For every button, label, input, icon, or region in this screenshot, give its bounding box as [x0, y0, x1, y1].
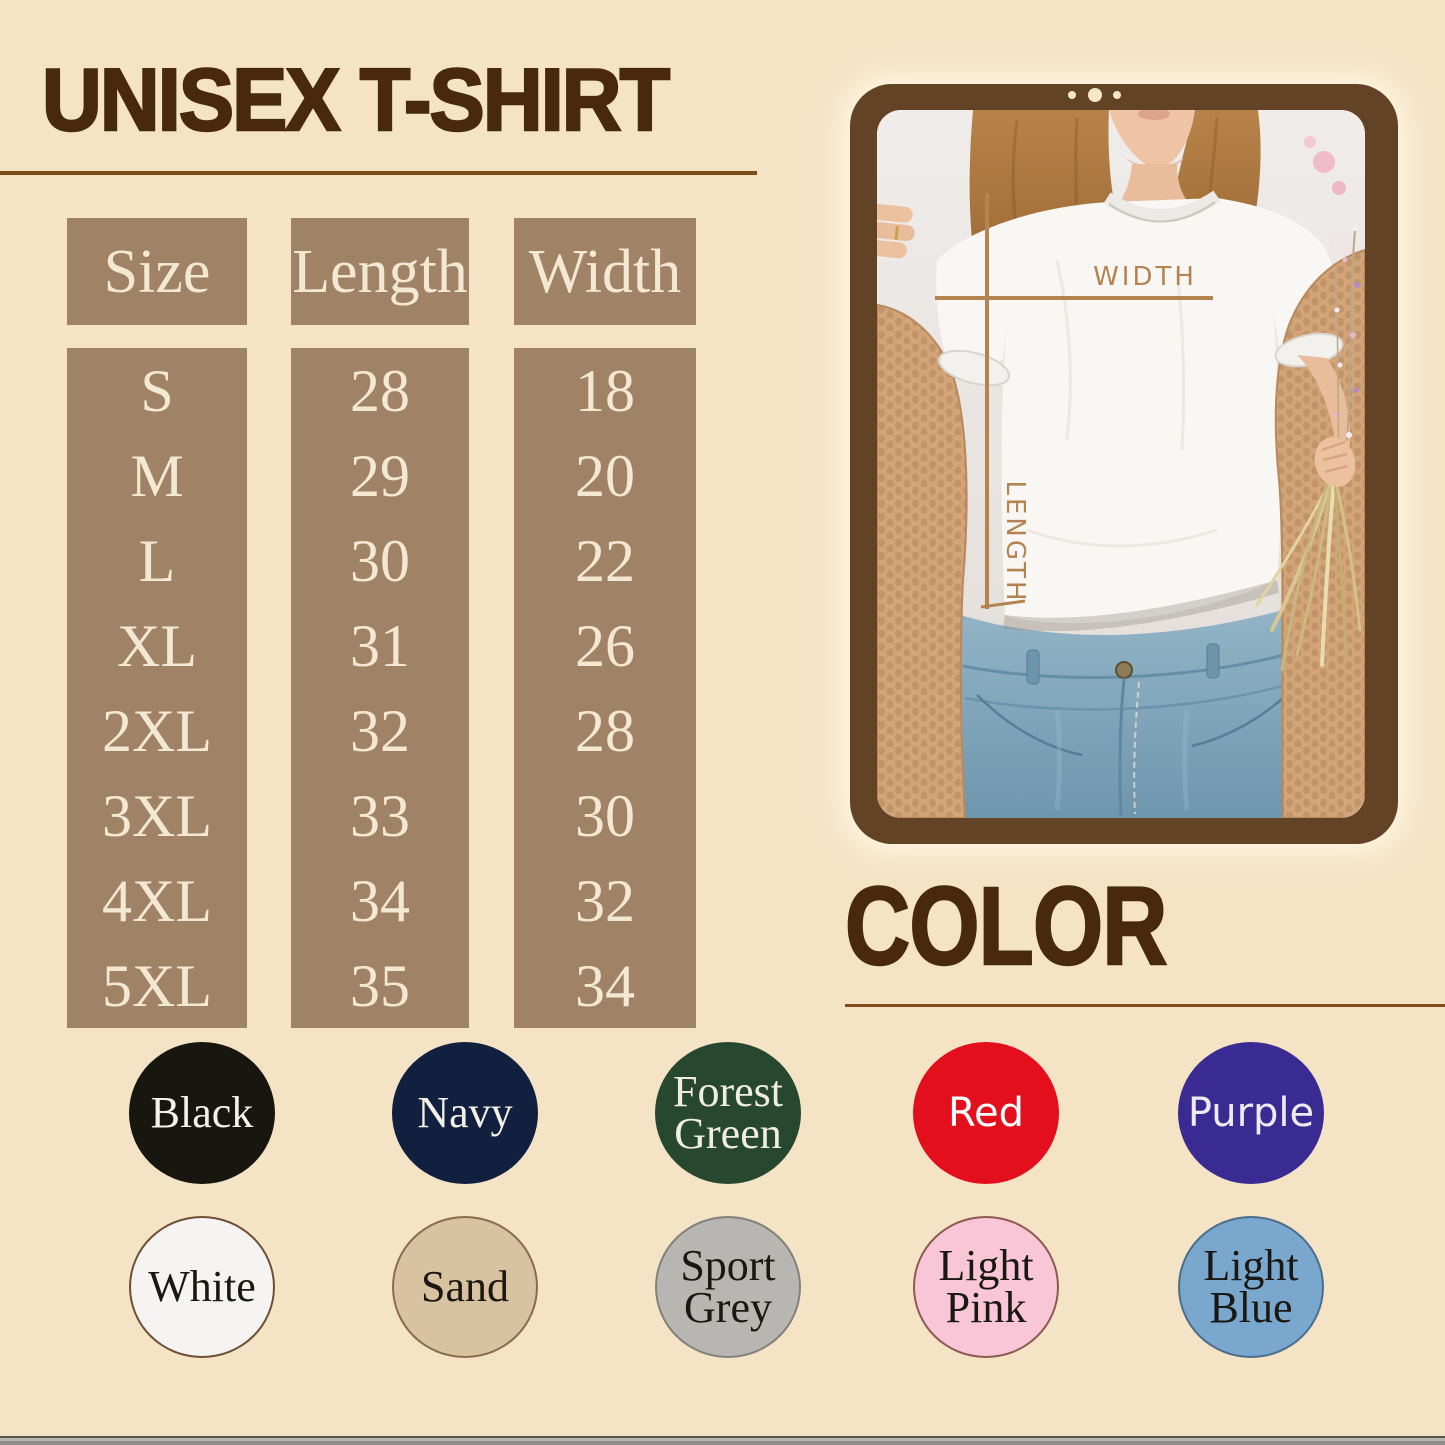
frame-dot-icon: [1068, 91, 1076, 99]
color-swatch-label: Forest Green: [673, 1067, 783, 1158]
frame-dot-icon: [1088, 88, 1102, 102]
page-title: UNISEX T-SHIRT: [41, 50, 672, 149]
size-cell: S: [140, 357, 174, 424]
model-hand: [877, 203, 915, 259]
width-column: 18 20 22 26 28 30 32 34: [514, 348, 696, 1028]
length-cell: 30: [350, 527, 410, 594]
color-swatch-label: Red: [948, 1090, 1024, 1136]
color-swatch-label: Sand: [421, 1262, 509, 1312]
length-cell: 33: [350, 782, 410, 849]
length-cell: 28: [350, 357, 410, 424]
face-and-neck: [1109, 110, 1195, 208]
length-cell: 29: [350, 442, 410, 509]
color-swatch-light-blue: Light Blue: [1178, 1216, 1324, 1358]
measure-end-tick: [980, 599, 1026, 609]
model-photo: WIDTH LENGTH: [877, 110, 1365, 818]
length-cell: 35: [350, 952, 410, 1019]
color-swatch-light-pink: Light Pink: [913, 1216, 1059, 1358]
width-cell: 22: [575, 527, 635, 594]
width-cell: 18: [575, 357, 635, 424]
jeans: [957, 606, 1302, 818]
title-divider: [0, 171, 757, 175]
size-cell: 4XL: [102, 867, 212, 934]
color-swatch-sport-grey: Sport Grey: [655, 1216, 801, 1358]
color-swatch-label: Light Pink: [938, 1241, 1034, 1332]
bottom-edge-strip: [0, 1436, 1445, 1445]
size-header: Size: [67, 218, 247, 325]
bouquet: [1255, 225, 1362, 672]
color-swatch-label: White: [148, 1262, 256, 1312]
size-cell: L: [138, 527, 176, 594]
length-column: 28 29 30 31 32 33 34 35: [291, 348, 469, 1028]
length-label: LENGTH: [1000, 480, 1030, 603]
color-section-title: COLOR: [844, 865, 1168, 988]
size-cell: 2XL: [102, 697, 212, 764]
color-swatch-red: Red: [913, 1042, 1059, 1184]
hem-shadow: [1003, 580, 1279, 632]
color-swatch-forest-green: Forest Green: [655, 1042, 801, 1184]
size-column: S M L XL 2XL 3XL 4XL 5XL: [67, 348, 247, 1028]
gypsophila: [1332, 225, 1360, 438]
width-cell: 30: [575, 782, 635, 849]
size-header-label: Size: [103, 237, 211, 306]
width-label: WIDTH: [1093, 262, 1197, 292]
white-tshirt: [936, 190, 1342, 624]
length-cell: 34: [350, 867, 410, 934]
size-cell: M: [130, 442, 184, 509]
color-swatch-label: Navy: [417, 1088, 513, 1138]
color-swatch-label: Sport Grey: [680, 1241, 776, 1332]
width-header: Width: [514, 218, 696, 325]
width-cell: 26: [575, 612, 635, 679]
size-cell: XL: [117, 612, 197, 679]
width-header-label: Width: [528, 237, 682, 306]
length-cell: 32: [350, 697, 410, 764]
length-header: Length: [291, 218, 469, 325]
product-photo-frame: WIDTH LENGTH: [850, 84, 1398, 844]
color-swatch-purple: Purple: [1178, 1042, 1324, 1184]
color-swatch-sand: Sand: [392, 1216, 538, 1358]
color-divider: [845, 1004, 1445, 1007]
sleeve-cuff: [938, 349, 1010, 387]
length-cell: 31: [350, 612, 410, 679]
color-swatch-navy: Navy: [392, 1042, 538, 1184]
width-cell: 20: [575, 442, 635, 509]
frame-dot-icon: [1113, 91, 1121, 99]
size-cell: 5XL: [102, 952, 212, 1019]
width-cell: 34: [575, 952, 635, 1019]
color-swatch-label: Black: [150, 1088, 254, 1138]
width-cell: 28: [575, 697, 635, 764]
measurement-overlay: WIDTH LENGTH: [935, 193, 1213, 609]
width-cell: 32: [575, 867, 635, 934]
color-swatch-black: Black: [129, 1042, 275, 1184]
color-swatch-label: Light Blue: [1203, 1241, 1299, 1332]
size-cell: 3XL: [102, 782, 212, 849]
color-swatch-label: Purple: [1187, 1090, 1315, 1136]
length-header-label: Length: [292, 237, 468, 306]
color-swatch-white: White: [129, 1216, 275, 1358]
background-flowers: [1304, 136, 1355, 258]
